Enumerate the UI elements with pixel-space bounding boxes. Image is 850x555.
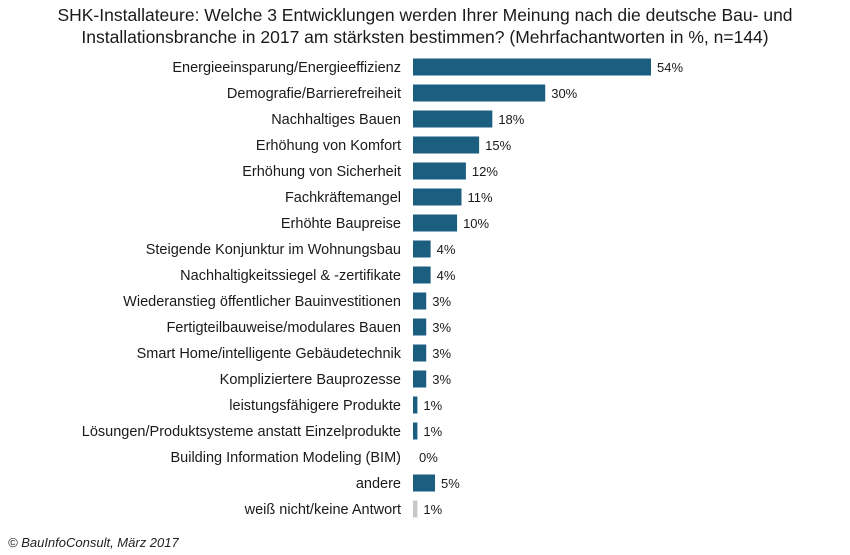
value-label: 30% <box>551 86 577 101</box>
source-note: © BauInfoConsult, März 2017 <box>8 535 179 550</box>
value-label: 11% <box>467 190 492 205</box>
bar <box>413 474 436 492</box>
category-label: andere <box>356 476 401 492</box>
category-label: Fertigteilbauweise/modulares Bauen <box>166 320 401 336</box>
value-label: 0% <box>419 450 438 465</box>
chart-title: SHK-Installateure: Welche 3 Entwicklunge… <box>57 5 793 47</box>
bar <box>413 292 427 310</box>
bar <box>413 266 431 284</box>
category-label: Nachhaltigkeitssiegel & -zertifikate <box>180 268 401 284</box>
value-label: 1% <box>423 424 442 439</box>
bar <box>413 240 431 258</box>
value-label: 3% <box>432 346 451 361</box>
category-label: Wiederanstieg öffentlicher Bauinvestitio… <box>123 294 401 310</box>
value-label: 54% <box>657 60 683 75</box>
category-label: Erhöhung von Sicherheit <box>242 164 401 180</box>
bar <box>413 422 418 440</box>
category-label: Energieeinsparung/Energieeffizienz <box>172 60 401 76</box>
category-label: Smart Home/intelligente Gebäudetechnik <box>137 346 402 362</box>
bar <box>413 344 427 362</box>
bar <box>413 318 427 336</box>
category-label: Nachhaltiges Bauen <box>271 112 401 128</box>
category-label: Building Information Modeling (BIM) <box>171 450 402 466</box>
category-label: Steigende Konjunktur im Wohnungsbau <box>146 242 401 258</box>
bar <box>413 370 427 388</box>
bar <box>413 396 418 414</box>
bar-muted <box>413 500 418 518</box>
bar <box>413 84 546 102</box>
category-label: Erhöhung von Komfort <box>256 138 401 154</box>
category-label: leistungsfähigere Produkte <box>229 398 401 414</box>
value-label: 1% <box>423 398 442 413</box>
bar <box>413 110 493 128</box>
category-label: Lösungen/Produktsysteme anstatt Einzelpr… <box>82 424 401 440</box>
value-label: 4% <box>437 268 456 283</box>
category-label: weiß nicht/keine Antwort <box>244 502 401 518</box>
value-label: 4% <box>437 242 456 257</box>
value-label: 3% <box>432 294 451 309</box>
category-label: Kompliziertere Bauprozesse <box>220 372 401 388</box>
value-label: 1% <box>423 502 442 517</box>
value-label: 12% <box>472 164 498 179</box>
bar <box>413 58 651 76</box>
category-label: Demografie/Barrierefreiheit <box>227 86 401 102</box>
bar <box>413 214 458 232</box>
category-label: Fachkräftemangel <box>285 190 401 206</box>
category-label: Erhöhte Baupreise <box>281 216 401 232</box>
value-label: 10% <box>463 216 489 231</box>
value-label: 3% <box>432 320 451 335</box>
value-label: 18% <box>498 112 524 127</box>
bar <box>413 188 462 206</box>
bar <box>413 136 480 154</box>
value-label: 15% <box>485 138 511 153</box>
value-label: 3% <box>432 372 451 387</box>
bar <box>413 162 466 180</box>
value-label: 5% <box>441 476 460 491</box>
